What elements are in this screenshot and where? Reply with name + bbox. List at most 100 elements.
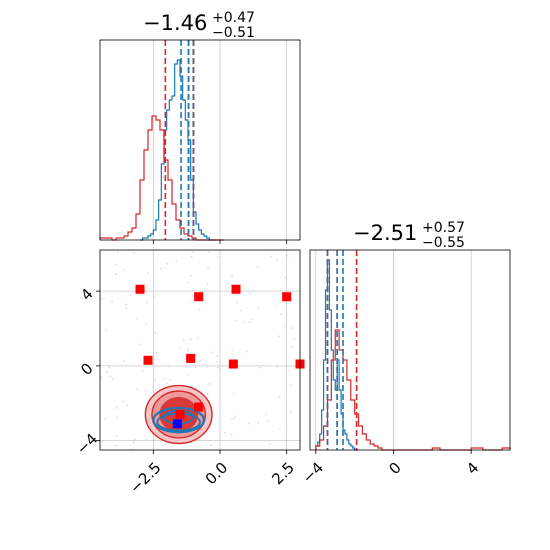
sample-point: [190, 338, 193, 341]
sample-point: [211, 351, 213, 354]
sample-point: [279, 428, 281, 430]
marker-red-3: [194, 292, 204, 302]
sample-point: [290, 411, 293, 414]
sample-point: [192, 251, 195, 253]
sample-point: [259, 366, 262, 369]
sample-point: [155, 351, 157, 354]
sample-point: [223, 431, 226, 434]
sample-point: [139, 343, 141, 346]
sample-point: [230, 418, 233, 421]
sample-point: [216, 366, 219, 369]
sample-point: [189, 301, 192, 304]
sample-point: [152, 257, 155, 260]
sample-point: [233, 392, 236, 395]
sample-point: [208, 251, 210, 253]
marker-red-9: [194, 402, 204, 412]
sample-point: [216, 360, 219, 363]
sample-point: [270, 255, 273, 258]
marker-red-6: [282, 292, 292, 302]
tick-label-x-br-1: 0: [385, 459, 404, 478]
marker-red-1: [143, 355, 153, 365]
sample-point: [123, 360, 126, 363]
sample-point: [153, 295, 155, 298]
sample-point: [206, 282, 209, 285]
marker-red-2: [186, 353, 196, 363]
sample-point: [210, 444, 212, 447]
sample-point: [190, 274, 193, 277]
sample-point: [276, 365, 279, 368]
sample-point: [154, 378, 157, 381]
sample-point: [216, 355, 219, 358]
sample-point: [142, 370, 144, 373]
scatter-panel-bottom-left: [96, 249, 305, 454]
sample-point: [208, 383, 211, 385]
sample-point: [134, 439, 137, 441]
sample-point: [145, 323, 147, 326]
sample-point: [186, 349, 189, 352]
sample-point: [109, 375, 112, 378]
sample-point: [277, 335, 280, 338]
sample-point: [132, 441, 135, 444]
sample-point: [234, 415, 237, 418]
hist-series-0: [315, 259, 359, 451]
sample-point: [265, 413, 267, 416]
tick-label-x-br-0: −4: [299, 459, 327, 487]
sample-point: [190, 255, 193, 258]
sample-point: [187, 373, 189, 376]
sample-point: [100, 297, 103, 300]
sample-point: [122, 400, 124, 403]
sample-point: [145, 301, 148, 303]
sample-point: [293, 338, 296, 340]
sample-point: [145, 282, 147, 285]
sample-point: [278, 396, 281, 399]
sample-point: [247, 422, 250, 425]
sample-point: [155, 292, 158, 295]
sample-point: [218, 370, 221, 372]
title-bottom-right-sup: +0.57: [422, 220, 465, 236]
sample-point: [204, 364, 207, 367]
sample-point: [275, 304, 278, 307]
histogram-panel-top-left: [99, 39, 301, 244]
sample-point: [165, 381, 168, 384]
sample-point: [114, 272, 117, 275]
marker-red-5: [231, 284, 241, 294]
sample-point: [167, 365, 170, 368]
sample-point: [166, 263, 169, 265]
sample-point: [290, 346, 293, 349]
sample-point: [125, 304, 128, 307]
hist-series-0: [140, 59, 215, 241]
sample-point: [116, 250, 119, 253]
sample-point: [242, 321, 245, 324]
sample-point: [145, 389, 147, 392]
sample-point: [123, 269, 125, 272]
sample-point: [126, 404, 129, 407]
sample-point: [207, 267, 209, 270]
sample-point: [231, 275, 233, 277]
tick-label-x-bl-2: 2.5: [268, 459, 298, 489]
sample-point: [182, 339, 185, 341]
sample-point: [154, 332, 157, 334]
marker-red-8: [175, 409, 185, 419]
sample-point: [169, 379, 172, 381]
sample-point: [106, 371, 108, 374]
title-bottom-right: −2.51 +0.57 −0.55: [353, 220, 465, 251]
sample-point: [233, 417, 236, 420]
sample-point: [197, 438, 200, 441]
sample-point: [165, 443, 168, 446]
sample-point: [103, 418, 106, 421]
hist-series-1: [99, 115, 224, 241]
sample-point: [116, 416, 118, 419]
sample-point: [115, 444, 118, 447]
contour-blue-outer: [152, 406, 206, 434]
sample-point: [152, 377, 155, 380]
tick-label-x-br-2: 4: [463, 459, 482, 478]
sample-point: [136, 388, 139, 391]
sample-point: [230, 433, 233, 436]
title-top-left: −1.46 +0.47 −0.51: [143, 10, 255, 41]
sample-point: [250, 318, 253, 321]
sample-point: [100, 377, 103, 379]
title-top-left-main: −1.46: [143, 11, 207, 35]
sample-point: [199, 360, 202, 363]
sample-point: [116, 406, 119, 409]
sample-point: [283, 325, 285, 328]
